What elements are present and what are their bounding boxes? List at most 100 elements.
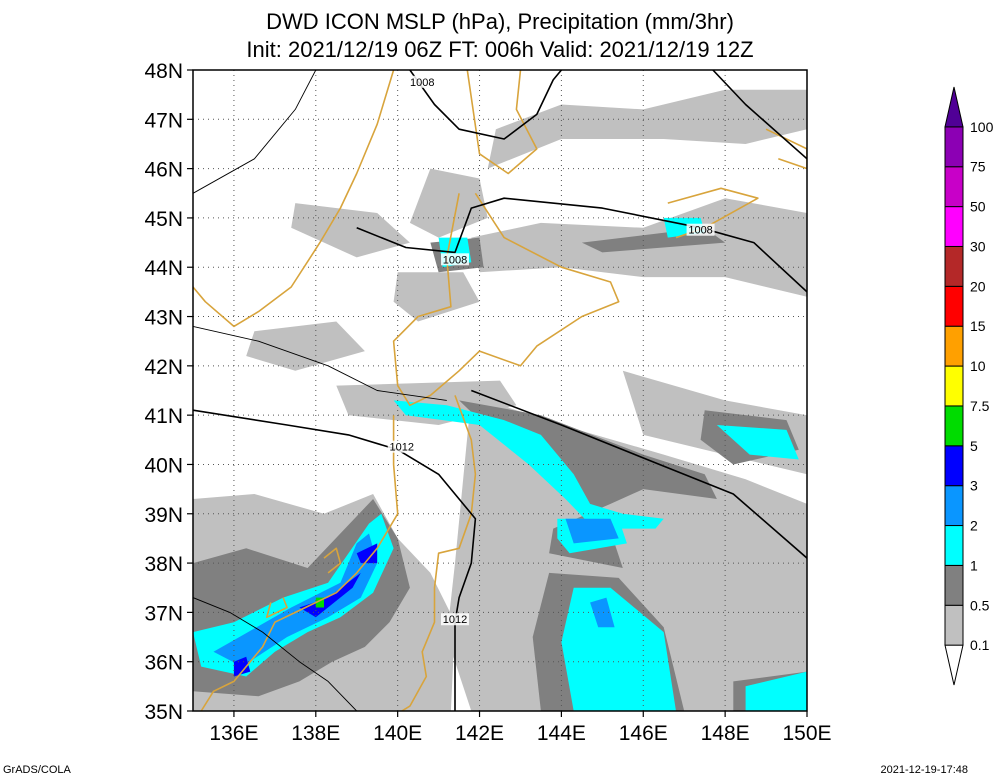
coastline-6 — [265, 597, 288, 619]
colorbar-label: 0.5 — [970, 597, 990, 613]
precip-area-28 — [299, 572, 361, 618]
y-tick-label: 36N — [144, 652, 183, 675]
colorbar-swatch — [944, 126, 964, 168]
colorbar-swatch — [944, 365, 964, 407]
x-axis: 136E 138E 140E 142E 144E 146E 148E 150E — [209, 711, 832, 745]
y-tick-label: 45N — [144, 208, 183, 231]
colorbar-label: 5 — [970, 438, 978, 454]
colorbar: 0.1 0.5 1 2 3 5 7.5 10 15 20 30 50 75 100 — [944, 86, 994, 686]
isobar-label-bg — [440, 613, 469, 626]
isobars — [193, 70, 807, 711]
colorbar-swatch — [944, 86, 964, 128]
y-tick-label: 43N — [144, 307, 183, 330]
precip-area-26 — [565, 518, 619, 544]
colorbar-label: 30 — [970, 238, 986, 254]
isobar-label-bg — [440, 253, 469, 266]
y-axis: 35N 36N 37N 38N 39N 40N 41N 42N 43N 44N 45N 46N 47N 4… — [144, 60, 193, 724]
isobar-label: 1012 — [390, 442, 414, 454]
isobar-4 — [471, 389, 807, 559]
isobar-5 — [193, 70, 317, 194]
colorbar-swatch — [944, 485, 964, 527]
isobar-label-bg — [387, 440, 416, 453]
y-tick-label: 48N — [144, 60, 183, 83]
x-tick-label: 148E — [701, 722, 750, 745]
coastlines — [193, 70, 807, 711]
y-tick-label: 38N — [144, 553, 183, 576]
colorbar-swatch — [944, 325, 964, 367]
precip-area-4 — [487, 89, 807, 169]
colorbar-swatch — [944, 445, 964, 487]
precip-area-21 — [745, 671, 807, 711]
isobar-1 — [356, 197, 807, 293]
isobar-label: 1008 — [688, 225, 712, 237]
coastline-3 — [200, 415, 399, 711]
x-tick-label: 150E — [782, 722, 831, 745]
colorbar-label: 2 — [970, 518, 978, 534]
precip-area-27 — [590, 597, 615, 628]
coastline-8 — [765, 128, 807, 170]
x-tick-label: 138E — [291, 722, 340, 745]
precip-area-5 — [409, 168, 488, 238]
plot-frame — [192, 69, 808, 712]
x-tick-label: 136E — [209, 722, 258, 745]
precip-area-20 — [561, 587, 676, 711]
x-tick-label: 142E — [455, 722, 504, 745]
colorbar-label: 0.1 — [970, 637, 990, 653]
y-tick-label: 47N — [144, 109, 183, 132]
x-tick-label: 146E — [619, 722, 668, 745]
colorbar-label: 50 — [970, 199, 986, 215]
colorbar-label: 10 — [970, 358, 986, 374]
y-tick-label: 42N — [144, 356, 183, 379]
isobar-label-bg — [686, 223, 715, 236]
precip-area-6 — [291, 203, 410, 258]
isobar-7 — [193, 597, 358, 711]
colorbar-label: 100 — [970, 119, 994, 135]
colorbar-label: 7.5 — [970, 398, 990, 414]
y-tick-label: 39N — [144, 504, 183, 527]
colorbar-label: 75 — [970, 159, 986, 175]
footer-timestamp: 2021-12-19-17:48 — [881, 764, 968, 776]
colorbar-swatch — [944, 166, 964, 208]
colorbar-label: 15 — [970, 318, 986, 334]
isobar-label-bg — [408, 75, 437, 88]
colorbar-swatch — [944, 644, 964, 686]
colorbar-swatch — [944, 245, 964, 287]
isobar-label: 1008 — [443, 254, 467, 266]
coastline-1 — [392, 192, 620, 407]
isobar-2 — [712, 70, 807, 160]
isobar-3 — [193, 409, 477, 711]
colorbar-label: 20 — [970, 278, 986, 294]
isobar-labels: 1008 1008 1008 1012 1012 — [387, 75, 715, 626]
chart-subtitle: Init: 2021/12/19 06Z FT: 006h Valid: 202… — [246, 37, 753, 62]
isobar-label: 1012 — [443, 614, 467, 626]
colorbar-swatch — [944, 564, 964, 606]
isobar-0 — [409, 70, 563, 140]
x-tick-label: 144E — [537, 722, 586, 745]
y-tick-label: 46N — [144, 159, 183, 182]
colorbar-swatch — [944, 405, 964, 447]
colorbar-swatch — [944, 604, 964, 646]
precip-area-18 — [393, 400, 664, 529]
footer-credit: GrADS/COLA — [3, 764, 72, 776]
precip-area-7 — [393, 272, 480, 322]
y-tick-label: 44N — [144, 257, 183, 280]
y-tick-label: 40N — [144, 454, 183, 477]
y-tick-label: 37N — [144, 602, 183, 625]
x-tick-label: 140E — [373, 722, 422, 745]
isobar-label: 1008 — [410, 77, 434, 89]
isobar-6 — [193, 325, 447, 401]
precip-area-8 — [246, 321, 365, 371]
y-tick-label: 35N — [144, 701, 183, 724]
precip-area-30 — [356, 543, 378, 564]
coastline-5 — [323, 547, 342, 574]
colorbar-label: 3 — [970, 478, 978, 494]
colorbar-swatch — [944, 525, 964, 566]
y-tick-label: 41N — [144, 405, 183, 428]
grid — [193, 70, 807, 711]
precip-area-25 — [213, 533, 378, 667]
coastline-2 — [466, 70, 538, 175]
precip-area-22 — [716, 425, 799, 460]
coastline-0 — [193, 70, 395, 328]
colorbar-swatch — [944, 206, 964, 247]
